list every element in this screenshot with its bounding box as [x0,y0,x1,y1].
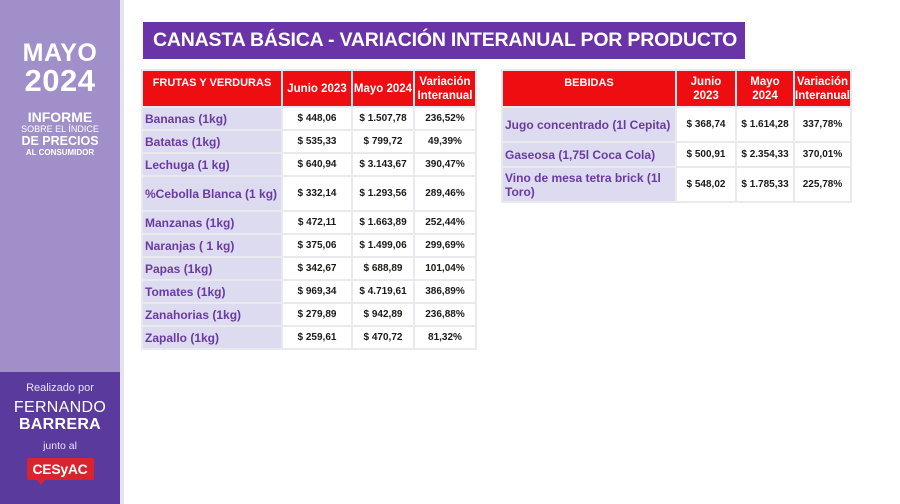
table-row: Zanahorias (1kg) $ 279,89 $ 942,89 236,8… [143,304,475,325]
variacion-value: 49,39% [415,131,475,152]
author-first-name: FERNANDO [13,399,107,416]
cesyac-logo: CESyAC [26,458,94,485]
frutas-verduras-table: FRUTAS Y VERDURAS Junio 2023 Mayo 2024 V… [141,69,477,350]
table-row: Manzanas (1kg) $ 472,11 $ 1.663,89 252,4… [143,212,475,233]
column-header-junio-2023: Junio 2023 [677,71,735,106]
price-junio-2023: $ 548,02 [677,168,735,201]
variacion-value: 252,44% [415,212,475,233]
page-title: CANASTA BÁSICA - VARIACIÓN INTERANUAL PO… [143,22,745,59]
price-mayo-2024: $ 942,89 [353,304,413,325]
price-junio-2023: $ 342,67 [283,258,351,279]
product-name: Batatas (1kg) [143,131,281,152]
price-mayo-2024: $ 799,72 [353,131,413,152]
table-row: Batatas (1kg) $ 535,33 $ 799,72 49,39% [143,131,475,152]
report-month: MAYO [22,39,98,67]
sidebar: MAYO 2024 INFORME SOBRE EL ÍNDICE DE PRE… [0,0,120,504]
product-name: Naranjas ( 1 kg) [143,235,281,256]
table-row: Tomates (1kg) $ 969,34 $ 4.719,61 386,89… [143,281,475,302]
sobre-label: SOBRE EL ÍNDICE [21,124,99,134]
price-mayo-2024: $ 1.293,56 [353,177,413,210]
price-mayo-2024: $ 1.614,28 [737,108,793,141]
table-row: Vino de mesa tetra brick (1l Toro) $ 548… [503,168,850,201]
variacion-value: 101,04% [415,258,475,279]
price-mayo-2024: $ 1.785,33 [737,168,793,201]
variacion-value: 386,89% [415,281,475,302]
table-row: Jugo concentrado (1l Cepita) $ 368,74 $ … [503,108,850,141]
report-cover-panel: MAYO 2024 INFORME SOBRE EL ÍNDICE DE PRE… [0,0,120,372]
table-row: Lechuga (1 kg) $ 640,94 $ 3.143,67 390,4… [143,154,475,175]
product-name: %Cebolla Blanca (1 kg) [143,177,281,210]
product-name: Jugo concentrado (1l Cepita) [503,108,675,141]
product-name: Papas (1kg) [143,258,281,279]
price-junio-2023: $ 969,34 [283,281,351,302]
realizado-por-label: Realizado por [26,382,94,394]
product-name: Bananas (1kg) [143,108,281,129]
author-panel: Realizado por FERNANDO BARRERA junto al … [0,372,120,504]
author-last-name: BARRERA [18,416,102,433]
table-row: Bananas (1kg) $ 448,06 $ 1.507,78 236,52… [143,108,475,129]
variacion-value: 225,78% [795,168,850,201]
junto-al-label: junto al [43,440,77,452]
price-junio-2023: $ 368,74 [677,108,735,141]
price-mayo-2024: $ 2.354,33 [737,143,793,166]
price-mayo-2024: $ 1.507,78 [353,108,413,129]
al-consumidor-label: AL CONSUMIDOR [25,148,95,157]
product-name: Lechuga (1 kg) [143,154,281,175]
column-header-variacion: Variación Interanual [795,71,850,106]
price-junio-2023: $ 375,06 [283,235,351,256]
column-header-variacion: Variación Interanual [415,71,475,106]
variacion-value: 236,52% [415,108,475,129]
table-row: Naranjas ( 1 kg) $ 375,06 $ 1.499,06 299… [143,235,475,256]
sidebar-divider [120,0,124,504]
price-junio-2023: $ 472,11 [283,212,351,233]
price-junio-2023: $ 259,61 [283,327,351,348]
table-row: Gaseosa (1,75l Coca Cola) $ 500,91 $ 2.3… [503,143,850,166]
informe-label: INFORME [27,109,93,125]
variacion-value: 370,01% [795,143,850,166]
variacion-value: 289,46% [415,177,475,210]
price-mayo-2024: $ 1.663,89 [353,212,413,233]
column-header-category: BEBIDAS [503,71,675,106]
product-name: Vino de mesa tetra brick (1l Toro) [503,168,675,201]
price-junio-2023: $ 500,91 [677,143,735,166]
price-junio-2023: $ 640,94 [283,154,351,175]
table-row: Papas (1kg) $ 342,67 $ 688,89 101,04% [143,258,475,279]
column-header-junio-2023: Junio 2023 [283,71,351,106]
price-mayo-2024: $ 1.499,06 [353,235,413,256]
price-mayo-2024: $ 4.719,61 [353,281,413,302]
price-mayo-2024: $ 470,72 [353,327,413,348]
product-name: Gaseosa (1,75l Coca Cola) [503,143,675,166]
variacion-value: 299,69% [415,235,475,256]
price-junio-2023: $ 332,14 [283,177,351,210]
price-junio-2023: $ 535,33 [283,131,351,152]
table-row: %Cebolla Blanca (1 kg) $ 332,14 $ 1.293,… [143,177,475,210]
variacion-value: 81,32% [415,327,475,348]
table-row: Zapallo (1kg) $ 259,61 $ 470,72 81,32% [143,327,475,348]
price-junio-2023: $ 279,89 [283,304,351,325]
column-header-category: FRUTAS Y VERDURAS [143,71,281,106]
column-header-mayo-2024: Mayo 2024 [353,71,413,106]
price-mayo-2024: $ 688,89 [353,258,413,279]
column-header-mayo-2024: Mayo 2024 [737,71,793,106]
product-name: Manzanas (1kg) [143,212,281,233]
price-junio-2023: $ 448,06 [283,108,351,129]
variacion-value: 337,78% [795,108,850,141]
variacion-value: 236,88% [415,304,475,325]
product-name: Zapallo (1kg) [143,327,281,348]
de-precios-label: DE PRECIOS [21,134,99,148]
price-mayo-2024: $ 3.143,67 [353,154,413,175]
product-name: Tomates (1kg) [143,281,281,302]
report-year: 2024 [24,63,96,98]
product-name: Zanahorias (1kg) [143,304,281,325]
bebidas-table: BEBIDAS Junio 2023 Mayo 2024 Variación I… [501,69,852,203]
variacion-value: 390,47% [415,154,475,175]
